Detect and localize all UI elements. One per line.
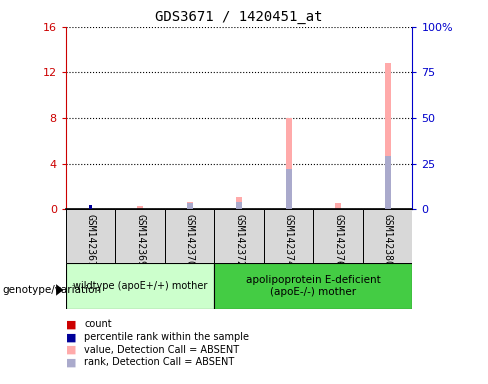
Bar bbox=[285, 169, 292, 209]
Text: ■: ■ bbox=[66, 358, 77, 367]
Bar bbox=[236, 197, 242, 209]
Bar bbox=[313, 209, 363, 263]
Bar bbox=[385, 156, 390, 209]
Text: GSM142370: GSM142370 bbox=[184, 214, 195, 266]
Text: apolipoprotein E-deficient
(apoE-/-) mother: apolipoprotein E-deficient (apoE-/-) mot… bbox=[246, 275, 381, 297]
Bar bbox=[66, 209, 115, 263]
Text: percentile rank within the sample: percentile rank within the sample bbox=[84, 332, 249, 342]
Bar bbox=[89, 205, 92, 209]
Title: GDS3671 / 1420451_at: GDS3671 / 1420451_at bbox=[155, 10, 323, 25]
Bar bbox=[214, 263, 412, 309]
Text: GSM142369: GSM142369 bbox=[135, 214, 145, 266]
Text: value, Detection Call = ABSENT: value, Detection Call = ABSENT bbox=[84, 345, 240, 355]
Text: ■: ■ bbox=[66, 345, 77, 355]
Bar bbox=[264, 209, 313, 263]
Bar bbox=[66, 263, 214, 309]
Bar bbox=[137, 206, 143, 209]
Bar bbox=[186, 204, 193, 209]
Bar bbox=[115, 209, 165, 263]
Text: count: count bbox=[84, 319, 112, 329]
Bar bbox=[186, 202, 193, 209]
Text: GSM142372: GSM142372 bbox=[234, 214, 244, 266]
Bar bbox=[285, 118, 292, 209]
Text: ■: ■ bbox=[66, 319, 77, 329]
Text: rank, Detection Call = ABSENT: rank, Detection Call = ABSENT bbox=[84, 358, 235, 367]
Bar bbox=[165, 209, 214, 263]
Polygon shape bbox=[56, 284, 63, 296]
Text: GSM142367: GSM142367 bbox=[85, 214, 96, 266]
Bar bbox=[214, 209, 264, 263]
Text: ■: ■ bbox=[66, 332, 77, 342]
Text: GSM142374: GSM142374 bbox=[284, 214, 294, 266]
Bar bbox=[363, 209, 412, 263]
Text: GSM142380: GSM142380 bbox=[383, 214, 393, 266]
Bar bbox=[335, 203, 341, 209]
Bar bbox=[385, 63, 390, 209]
Text: GSM142376: GSM142376 bbox=[333, 214, 343, 266]
Bar bbox=[236, 202, 242, 209]
Text: wildtype (apoE+/+) mother: wildtype (apoE+/+) mother bbox=[73, 281, 207, 291]
Text: genotype/variation: genotype/variation bbox=[2, 285, 102, 295]
